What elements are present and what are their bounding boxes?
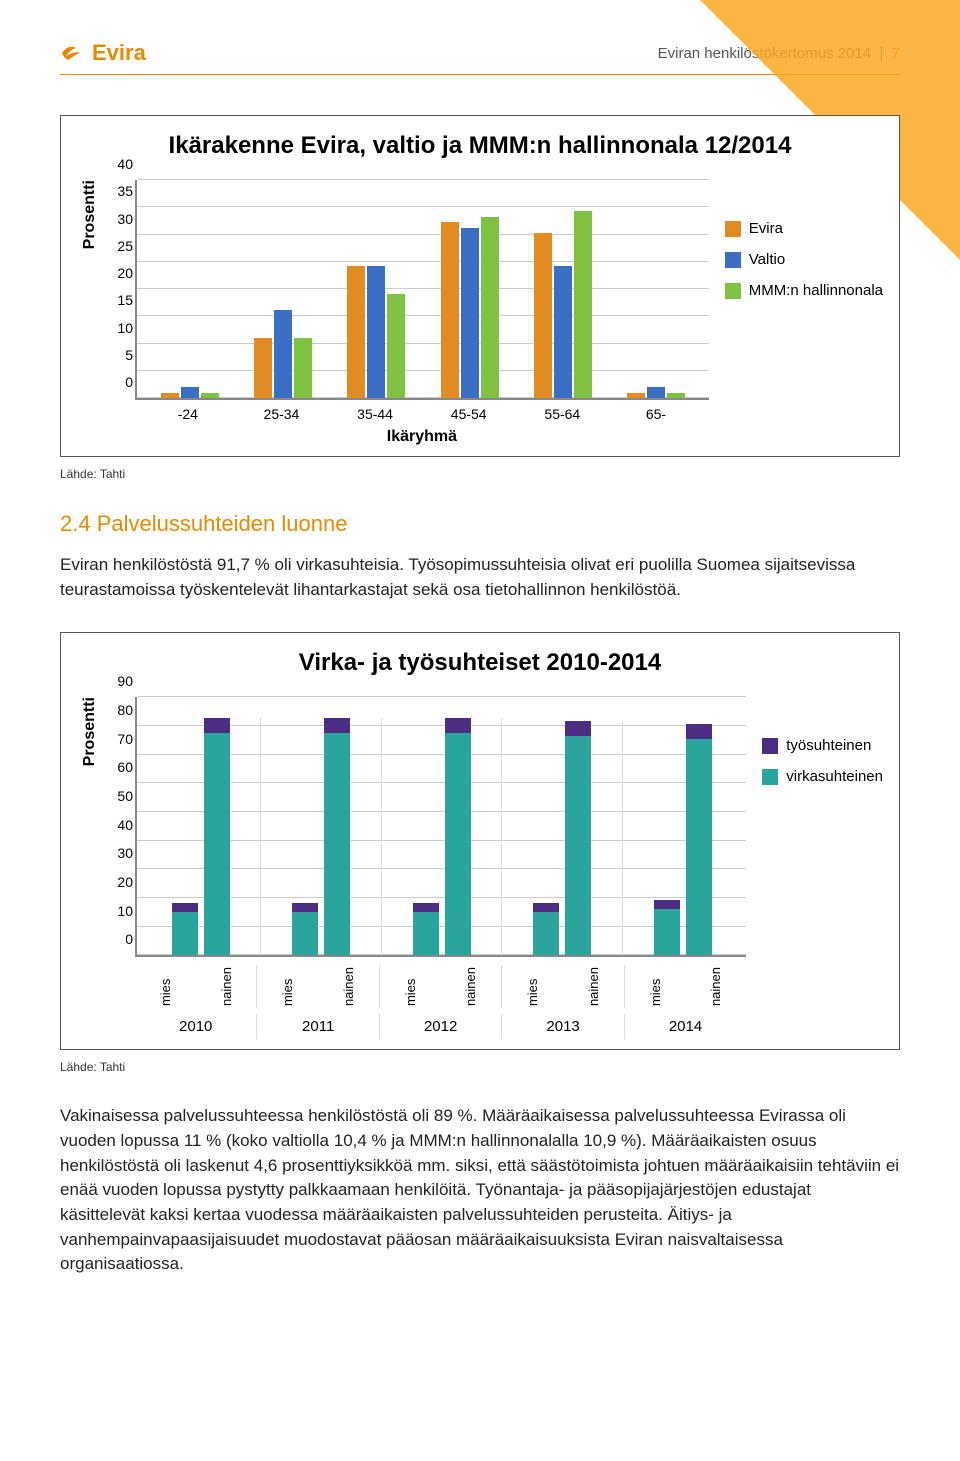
stackbar [445, 718, 471, 955]
stackbar [413, 903, 439, 955]
chart1-title: Ikärakenne Evira, valtio ja MMM:n hallin… [77, 132, 883, 160]
chart1-plot: 0510152025303540 [135, 180, 709, 400]
bar [387, 294, 405, 399]
chart2-plot: 0102030405060708090 [135, 697, 746, 957]
bar [534, 233, 552, 398]
bar [667, 393, 685, 399]
logo-text: Evira [92, 40, 146, 66]
evira-logo: Evira [60, 40, 146, 66]
chart1-xlabel: Ikäryhmä [135, 428, 709, 446]
chart1-ylabel: Prosentti [77, 180, 99, 289]
stackbar [172, 903, 198, 955]
page-content: Evira Eviran henkilöstökertomus 2014 | 7… [0, 0, 960, 1367]
chart-employment-type: Virka- ja työsuhteiset 2010-2014 Prosent… [60, 632, 900, 1050]
bar [254, 338, 272, 399]
legend-item: MMM:n hallinnonala [725, 282, 883, 299]
stackbar [533, 903, 559, 955]
bar [161, 393, 179, 399]
bar [181, 387, 199, 398]
stackbar [686, 724, 712, 955]
chart2-ylabel: Prosentti [77, 697, 99, 806]
bar [201, 393, 219, 399]
stackbar [292, 903, 318, 955]
chart-age-structure: Ikärakenne Evira, valtio ja MMM:n hallin… [60, 115, 900, 457]
bar [481, 217, 499, 399]
chart2-years: 20102011201220132014 [135, 1014, 746, 1039]
bar [441, 222, 459, 398]
stackbar [565, 721, 591, 955]
chart2-sublabels: miesnainenmiesnainenmiesnainenmiesnainen… [135, 957, 746, 1008]
legend-item: työsuhteinen [762, 737, 883, 754]
chart2-title: Virka- ja työsuhteiset 2010-2014 [77, 649, 883, 677]
legend-item: Evira [725, 220, 883, 237]
legend-item: Valtio [725, 251, 883, 268]
chart1-source: Lähde: Tahti [60, 467, 900, 481]
section-para1: Eviran henkilöstöstä 91,7 % oli virkasuh… [60, 553, 900, 602]
section-heading: 2.4 Palvelussuhteiden luonne [60, 511, 900, 537]
bar [554, 266, 572, 398]
bar [294, 338, 312, 399]
chart2-source: Lähde: Tahti [60, 1060, 900, 1074]
bar [461, 228, 479, 399]
bar [347, 266, 365, 398]
chart2-legend: työsuhteinen virkasuhteinen [746, 697, 883, 799]
bar [574, 211, 592, 398]
bar [274, 310, 292, 398]
stackbar [204, 718, 230, 955]
logo-leaf-icon [60, 42, 86, 64]
chart1-legend: Evira Valtio MMM:n hallinnonala [709, 180, 883, 313]
stackbar [324, 718, 350, 955]
bar [627, 393, 645, 399]
stackbar [654, 900, 680, 955]
legend-item: virkasuhteinen [762, 768, 883, 785]
bar [647, 387, 665, 398]
para2: Vakinaisessa palvelussuhteessa henkilöst… [60, 1104, 900, 1276]
chart1-xticks: -2425-3435-4445-5455-6465- [135, 400, 709, 422]
bar [367, 266, 385, 398]
